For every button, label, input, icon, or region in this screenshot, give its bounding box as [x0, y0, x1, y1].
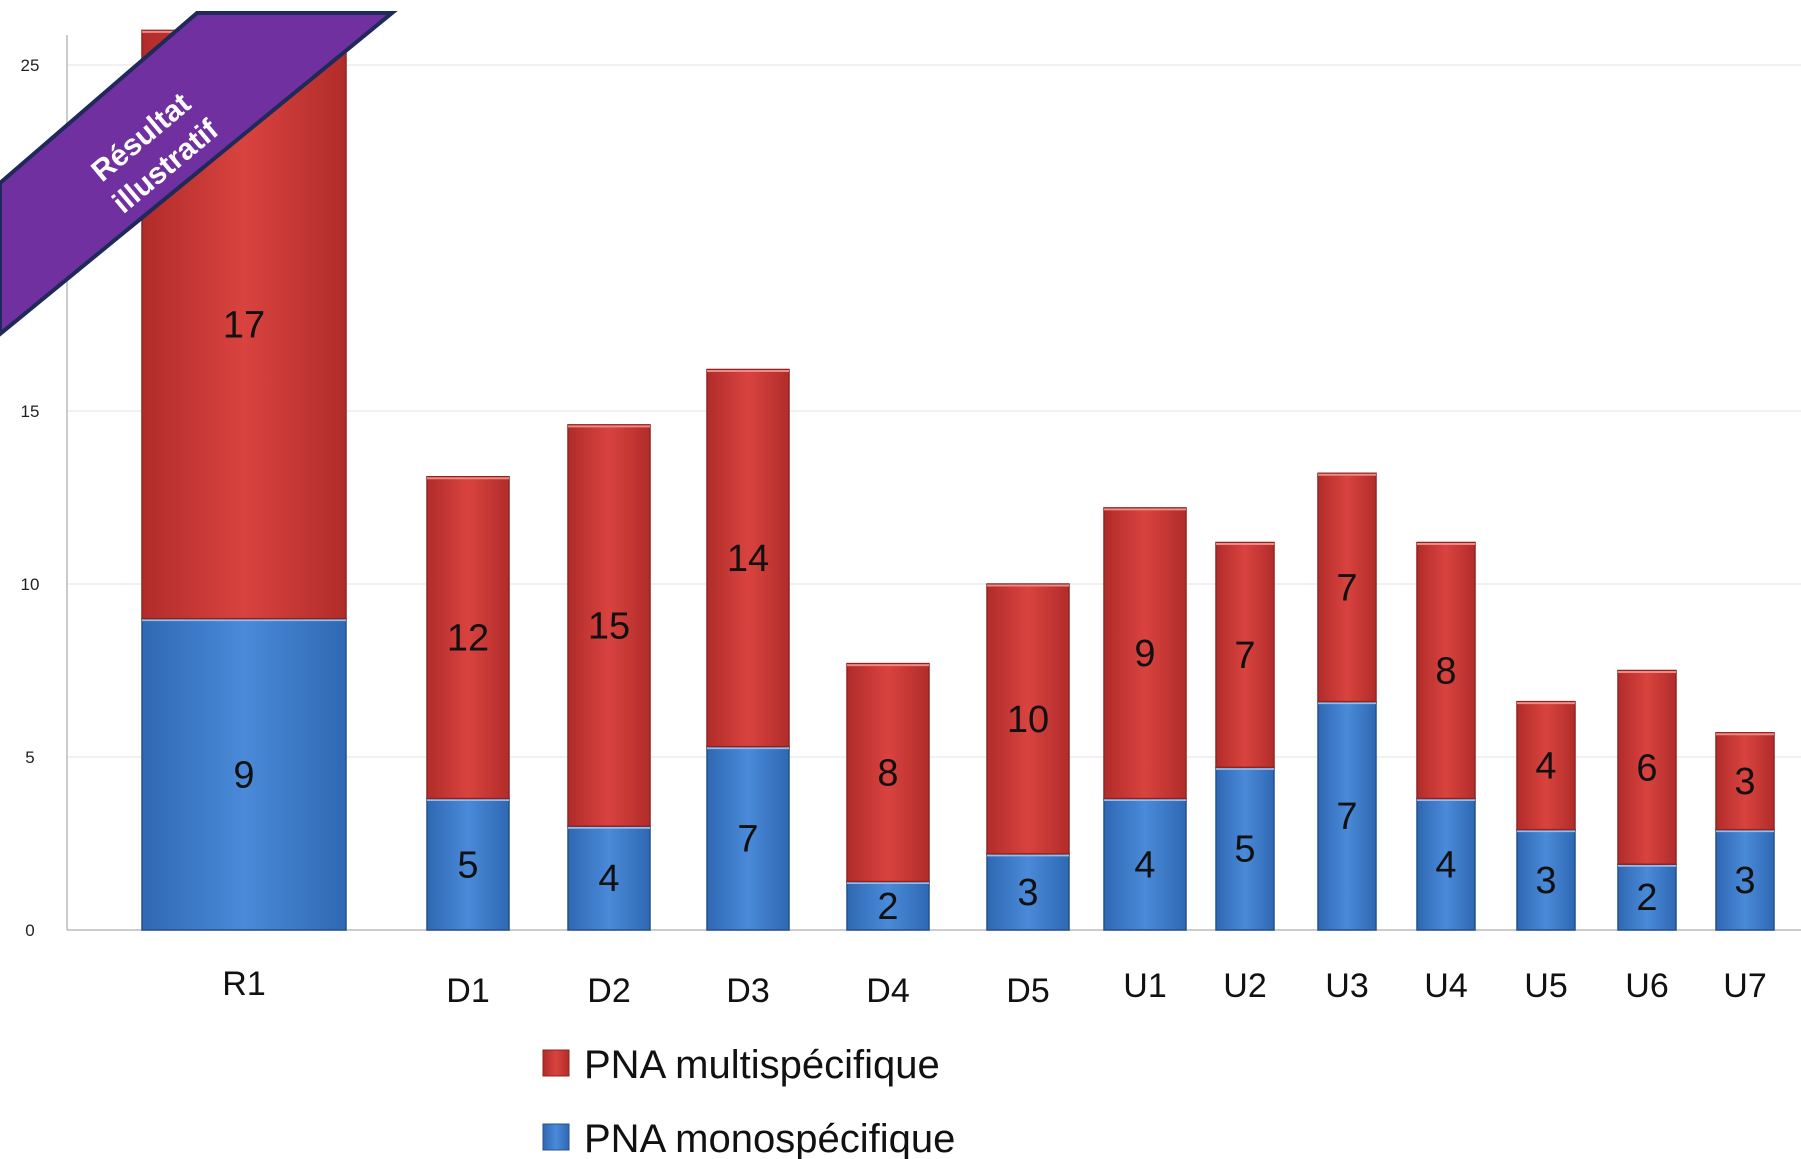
bars: [141, 29, 1775, 931]
bar-monospecifique-U1: [1103, 797, 1187, 931]
data-label-monospecifique-U5: 3: [1535, 860, 1556, 902]
y-tick-label: 0: [25, 921, 34, 940]
data-label-monospecifique-R1: 9: [233, 754, 254, 796]
data-label-multispecifique-U3: 7: [1336, 567, 1357, 609]
legend-item-multispecifique: PNA multispécifique: [542, 1043, 940, 1087]
category-label-U3: U3: [1325, 967, 1368, 1005]
category-label-U4: U4: [1424, 967, 1467, 1005]
y-tick-label: 10: [21, 575, 40, 594]
data-label-monospecifique-D3: 7: [737, 818, 758, 860]
category-label-R1: R1: [222, 965, 265, 1003]
y-tick-label: 15: [21, 402, 40, 421]
category-label-D4: D4: [866, 972, 909, 1010]
data-label-monospecifique-D1: 5: [457, 844, 478, 886]
bar-multispecifique-D3: [706, 368, 790, 748]
data-label-monospecifique-U3: 7: [1336, 796, 1357, 838]
category-label-U7: U7: [1723, 967, 1766, 1005]
bar-multispecifique-U2: [1215, 541, 1275, 769]
bar-multispecifique-D5: [986, 583, 1070, 855]
y-tick-label: 25: [21, 56, 40, 75]
legend-label-monospecifique: PNA monospécifique: [584, 1117, 955, 1159]
banner-ribbon: [0, 11, 398, 337]
bar-monospecifique-U5: [1516, 828, 1576, 931]
data-label-multispecifique-U1: 9: [1134, 633, 1155, 675]
category-label-D1: D1: [446, 972, 489, 1010]
bar-monospecifique-U4: [1416, 797, 1476, 931]
bar-monospecifique-U3: [1317, 700, 1377, 931]
data-label-multispecifique-U2: 7: [1234, 635, 1255, 677]
bar-monospecifique-D3: [706, 745, 790, 931]
bar-monospecifique-R1: [141, 617, 347, 931]
bar-multispecifique-U6: [1617, 669, 1677, 866]
data-label-monospecifique-U6: 2: [1636, 877, 1657, 919]
category-label-D3: D3: [726, 972, 769, 1010]
bar-multispecifique-D1: [426, 475, 510, 800]
data-label-multispecifique-D5: 10: [1007, 699, 1049, 741]
data-label-multispecifique-U6: 6: [1636, 747, 1657, 789]
data-label-monospecifique-U4: 4: [1435, 844, 1456, 886]
bar-monospecifique-U2: [1215, 766, 1275, 931]
data-label-multispecifique-D4: 8: [877, 753, 898, 795]
bar-multispecifique-D2: [567, 424, 651, 827]
data-label-monospecifique-D2: 4: [598, 858, 619, 900]
data-label-multispecifique-U7: 3: [1734, 761, 1755, 803]
data-label-monospecifique-D4: 2: [877, 886, 898, 928]
category-label-U5: U5: [1524, 967, 1567, 1005]
bar-multispecifique-U5: [1516, 700, 1576, 831]
gridlines: [67, 64, 1801, 758]
category-label-D5: D5: [1006, 972, 1049, 1010]
data-label-multispecifique-R1: 17: [223, 305, 265, 347]
legend-item-monospecifique: PNA monospécifique: [542, 1117, 955, 1159]
data-label-monospecifique-U7: 3: [1734, 860, 1755, 902]
category-label-U6: U6: [1625, 967, 1668, 1005]
category-label-D2: D2: [587, 972, 630, 1010]
data-label-multispecifique-D3: 14: [727, 538, 769, 580]
bar-multispecifique-U3: [1317, 472, 1377, 703]
bar-multispecifique-U7: [1715, 732, 1775, 831]
data-label-monospecifique-U1: 4: [1134, 844, 1155, 886]
data-label-multispecifique-D2: 15: [588, 606, 630, 648]
bar-monospecifique-D5: [986, 853, 1070, 931]
data-label-multispecifique-D1: 12: [447, 618, 489, 660]
data-label-multispecifique-U4: 8: [1435, 651, 1456, 693]
legend: PNA multispécifique PNA monospécifique: [542, 1043, 955, 1159]
data-label-multispecifique-U5: 4: [1535, 746, 1556, 788]
category-label-U2: U2: [1223, 967, 1266, 1005]
y-tick-labels: 0 5 10 15 25: [21, 56, 40, 940]
data-labels: 9 17 5 12 4 15 7 14 2 8 3 10 4 9 5 7 7 7 4 8 3 4 2 6 3 3: [223, 305, 1756, 928]
data-label-monospecifique-D5: 3: [1017, 872, 1038, 914]
bar-monospecifique-U6: [1617, 863, 1677, 931]
data-label-monospecifique-U2: 5: [1234, 829, 1255, 871]
bar-multispecifique-D4: [846, 662, 930, 883]
category-labels: R1 D1 D2 D3 D4 D5 U1 U2 U3 U4 U5 U6 U7: [222, 965, 1766, 1010]
bar-monospecifique-D2: [567, 825, 651, 931]
legend-label-multispecifique: PNA multispécifique: [584, 1043, 940, 1087]
y-tick-label: 5: [25, 748, 34, 767]
legend-swatch-monospecifique: [542, 1123, 570, 1151]
category-label-U1: U1: [1123, 967, 1166, 1005]
illustrative-result-banner: Résultat illustratif: [0, 11, 398, 337]
bar-multispecifique-U1: [1103, 507, 1187, 800]
bar-monospecifique-D4: [846, 880, 930, 931]
legend-swatch-multispecifique: [542, 1049, 570, 1077]
bar-multispecifique-U4: [1416, 541, 1476, 800]
